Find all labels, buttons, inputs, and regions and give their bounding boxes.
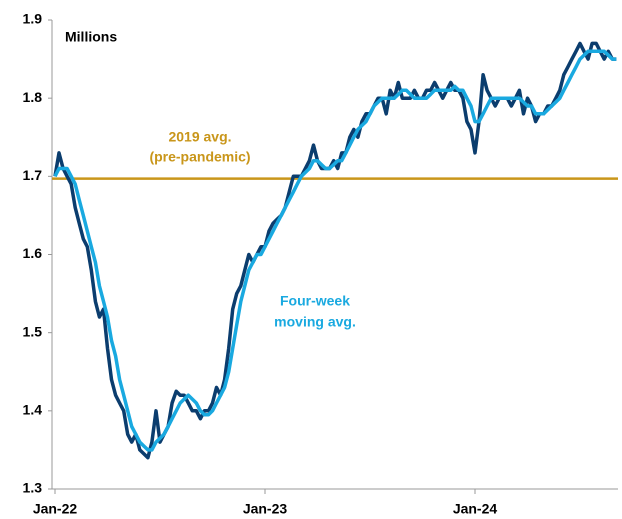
y-tick-label: 1.6	[23, 245, 43, 261]
series-line	[53, 49, 617, 452]
x-tick-label: Jan-22	[33, 501, 78, 517]
y-tick-label: 1.3	[23, 480, 43, 496]
y-tick-label: 1.7	[23, 167, 43, 183]
y-tick-label: 1.8	[23, 89, 43, 105]
series-label: Four-week	[280, 293, 350, 309]
unit-label: Millions	[65, 29, 117, 45]
y-tick-label: 1.9	[23, 11, 43, 27]
y-tick-label: 1.4	[23, 402, 43, 418]
x-tick-label: Jan-23	[243, 501, 288, 517]
y-tick-label: 1.5	[23, 323, 43, 339]
series-label: moving avg.	[274, 314, 356, 330]
reference-label: 2019 avg.	[168, 129, 231, 145]
reference-label: (pre-pandemic)	[149, 149, 250, 165]
x-tick-label: Jan-24	[453, 501, 498, 517]
